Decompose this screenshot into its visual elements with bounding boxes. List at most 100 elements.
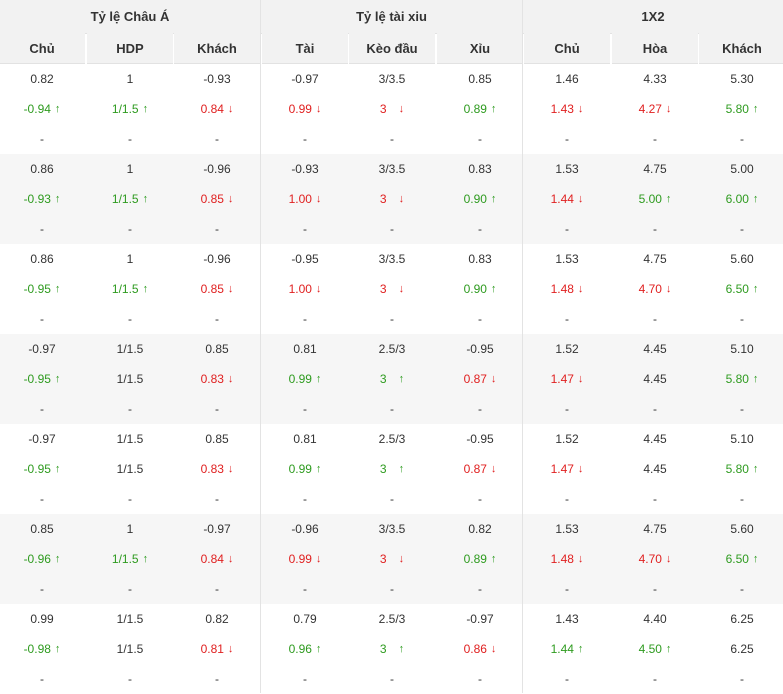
odds-value: 4.33 (643, 72, 667, 86)
live-odds-cell: 1/1.5 ↑ (87, 184, 173, 214)
running-odds-cell: - (0, 304, 85, 334)
opening-odds-cell: 1.52 (524, 334, 610, 364)
odds-value: 4.45 (643, 342, 667, 356)
odds-value: 6.25 (730, 612, 754, 626)
odds-value: 2.5/3 (378, 432, 406, 446)
live-odds-cell: -0.95 ↑ (0, 454, 85, 484)
running-odds-cell: - (174, 574, 260, 604)
row-stripe (0, 154, 783, 244)
running-odds-cell: - (349, 664, 435, 694)
odds-value: 1/1.5 (111, 282, 139, 296)
column-header: Chủ (524, 33, 610, 64)
odds-value: - (128, 312, 132, 326)
arrow-down-icon: ↓ (227, 462, 234, 475)
arrow-up-icon: ↑ (315, 642, 322, 655)
running-odds-cell: - (524, 574, 610, 604)
odds-value: -0.95 (23, 282, 51, 296)
odds-value: 0.83 (200, 372, 224, 386)
odds-value: 3 (379, 282, 387, 296)
odds-value: -0.97 (291, 72, 319, 86)
column-header: Xỉu (437, 33, 523, 64)
running-odds-cell: - (262, 664, 348, 694)
opening-odds-cell: 5.10 (699, 424, 783, 454)
odds-value: - (215, 222, 219, 236)
running-odds-cell: - (612, 484, 698, 514)
opening-odds-cell: 3/3.5 (349, 244, 435, 274)
live-odds-cell: 1/1.5 ↑ (87, 94, 173, 124)
odds-value: -0.97 (466, 612, 494, 626)
odds-value: 0.79 (293, 612, 317, 626)
odds-value: 0.90 (463, 282, 487, 296)
live-odds-cell: 1.44 ↓ (524, 184, 610, 214)
odds-value: 0.87 (463, 462, 487, 476)
running-odds-cell: - (437, 214, 523, 244)
running-odds-cell: - (0, 664, 85, 694)
live-odds-cell: 0.85 ↓ (174, 184, 260, 214)
live-odds-cell: 0.87 ↓ (437, 454, 523, 484)
odds-value: 1.52 (555, 342, 579, 356)
arrow-down-icon: ↓ (315, 552, 322, 565)
odds-value: 1.43 (555, 612, 579, 626)
arrow-down-icon: ↓ (490, 462, 497, 475)
odds-value: - (215, 672, 219, 686)
odds-value: -0.95 (23, 462, 51, 476)
odds-value: - (128, 492, 132, 506)
opening-odds-cell: -0.95 (262, 244, 348, 274)
odds-value: 1.00 (288, 282, 312, 296)
odds-value: 4.45 (643, 372, 667, 386)
odds-value: 4.50 (638, 642, 662, 656)
live-odds-cell: 4.27 ↓ (612, 94, 698, 124)
opening-odds-cell: -0.96 (174, 244, 260, 274)
running-odds-cell: - (174, 304, 260, 334)
odds-value: 1.47 (550, 372, 574, 386)
arrow-down-icon: ↓ (665, 282, 672, 295)
opening-odds-cell: 5.10 (699, 334, 783, 364)
running-odds-cell: - (0, 484, 85, 514)
live-odds-cell: 0.84 ↓ (174, 94, 260, 124)
odds-value: - (478, 582, 482, 596)
opening-odds-cell: 3/3.5 (349, 64, 435, 94)
odds-value: - (390, 402, 394, 416)
arrow-up-icon: ↑ (54, 462, 61, 475)
running-odds-cell: - (262, 484, 348, 514)
odds-value: 6.50 (725, 552, 749, 566)
odds-value: - (478, 222, 482, 236)
running-odds-cell: - (0, 214, 85, 244)
arrow-up-icon: ↑ (54, 372, 61, 385)
odds-value: 1 (126, 522, 134, 536)
odds-value: 3 (379, 552, 387, 566)
running-odds-cell: - (524, 214, 610, 244)
column-header: Kèo đầu (349, 33, 435, 64)
live-odds-cell: 0.96 ↑ (262, 634, 348, 664)
odds-value: 4.70 (638, 282, 662, 296)
odds-value: 5.00 (730, 162, 754, 176)
opening-odds-cell: 0.83 (437, 154, 523, 184)
opening-odds-cell: 0.86 (0, 154, 85, 184)
odds-value: -0.96 (203, 162, 231, 176)
running-odds-cell: - (349, 574, 435, 604)
arrow-up-icon: ↑ (490, 552, 497, 565)
odds-value: - (40, 582, 44, 596)
odds-value: - (478, 312, 482, 326)
column-header: Khách (699, 33, 783, 64)
group-header-1x2: 1X2 (523, 0, 783, 34)
opening-odds-cell: -0.95 (437, 334, 523, 364)
arrow-down-icon: ↓ (577, 102, 584, 115)
live-odds-cell: 0.99 ↓ (262, 544, 348, 574)
odds-value: - (128, 582, 132, 596)
arrow-down-icon: ↓ (490, 642, 497, 655)
odds-value: -0.93 (203, 72, 231, 86)
odds-value: - (740, 582, 744, 596)
arrow-down-icon: ↓ (398, 192, 405, 205)
odds-value: - (40, 222, 44, 236)
opening-odds-cell: 1.46 (524, 64, 610, 94)
running-odds-cell: - (437, 124, 523, 154)
live-odds-cell: 5.80 ↑ (699, 364, 783, 394)
row-stripe (0, 514, 783, 604)
odds-value: 5.10 (730, 432, 754, 446)
odds-value: 4.75 (643, 252, 667, 266)
odds-value: - (128, 402, 132, 416)
odds-value: - (565, 312, 569, 326)
live-odds-cell: 3 ↓ (349, 94, 435, 124)
